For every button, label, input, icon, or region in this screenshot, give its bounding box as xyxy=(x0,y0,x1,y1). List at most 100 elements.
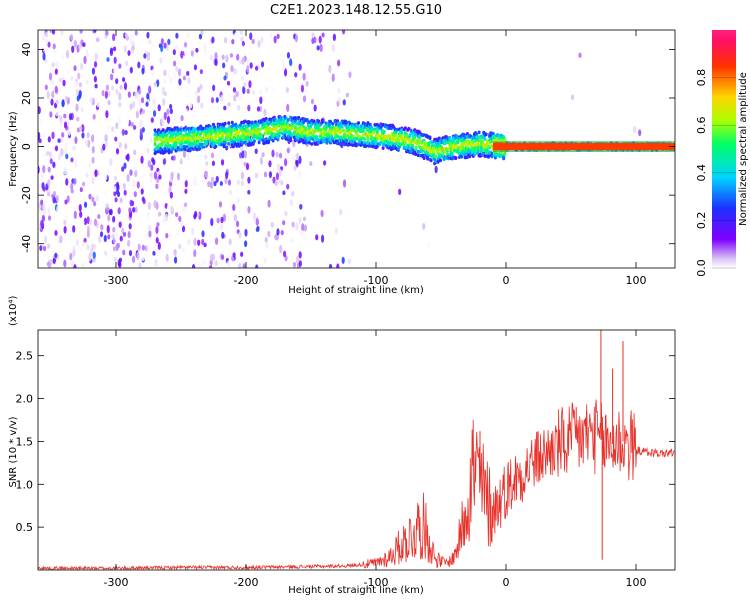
heatmap-cell xyxy=(51,131,55,140)
heatmap-signal-cell xyxy=(343,142,347,147)
heatmap-cell xyxy=(254,65,259,71)
heatmap-cell xyxy=(158,174,162,180)
heatmap-cell xyxy=(48,151,53,159)
heatmap-cell xyxy=(104,134,108,143)
heatmap-cell xyxy=(105,30,109,36)
heatmap-signal-cell xyxy=(180,143,184,148)
heatmap-cell xyxy=(398,188,402,196)
heatmap-signal-cell xyxy=(443,141,447,145)
heatmap-cell xyxy=(98,35,102,42)
heatmap-cell xyxy=(152,250,156,256)
heatmap-cell xyxy=(286,52,291,59)
heatmap-signal-cell xyxy=(293,116,297,120)
heatmap-cell xyxy=(106,225,110,234)
heatmap-cell xyxy=(638,129,642,137)
heatmap-signal-cell xyxy=(172,131,176,135)
heatmap-signal-cell xyxy=(503,152,507,156)
heatmap-cell xyxy=(229,53,234,58)
heatmap-cell xyxy=(96,144,101,151)
heatmap-cell xyxy=(117,116,121,125)
heatmap-cell xyxy=(163,78,167,85)
heatmap-signal-cell xyxy=(427,142,431,146)
heatmap-cell xyxy=(172,155,176,161)
heatmap-cell xyxy=(232,87,237,93)
heatmap-signal-cell xyxy=(204,139,208,144)
heatmap-signal-cell xyxy=(250,120,254,125)
heatmap-cell xyxy=(103,190,107,196)
heatmap-signal-cell xyxy=(490,151,494,156)
x-tick-label: 0 xyxy=(503,576,510,589)
heatmap-cell xyxy=(221,54,225,60)
heatmap-cell xyxy=(79,30,83,34)
heatmap-cell xyxy=(126,239,131,247)
heatmap-cell xyxy=(155,183,159,190)
heatmap-cell xyxy=(81,219,85,225)
heatmap-signal-cell xyxy=(403,126,407,130)
heatmap-cell xyxy=(278,168,282,177)
heatmap-signal-cell xyxy=(266,140,270,144)
heatmap-cell xyxy=(82,42,86,47)
heatmap-cell xyxy=(238,93,242,101)
heatmap-cell xyxy=(118,92,122,101)
heatmap-cell xyxy=(57,138,61,143)
heatmap-signal-cell xyxy=(352,135,356,139)
heatmap-signal-cell xyxy=(344,130,348,134)
heatmap-cell xyxy=(267,199,271,208)
heatmap-signal-cell xyxy=(379,140,383,145)
heatmap-cell xyxy=(242,263,246,268)
heatmap-cell xyxy=(118,257,123,263)
heatmap-cell xyxy=(178,243,182,249)
heatmap-cell xyxy=(65,153,69,160)
heatmap-cell xyxy=(328,64,332,74)
y-tick-label: -40 xyxy=(20,235,33,253)
heatmap-cell xyxy=(263,171,268,178)
heatmap-signal-cell xyxy=(289,115,293,120)
heatmap-cell xyxy=(298,251,302,259)
x-tick-label: -200 xyxy=(234,576,259,589)
heatmap-cell xyxy=(74,136,78,145)
heatmap-cell xyxy=(57,152,61,161)
heatmap-cell xyxy=(153,82,157,87)
heatmap-cell xyxy=(42,52,46,61)
heatmap-cell xyxy=(322,53,326,60)
heatmap-cell xyxy=(139,128,143,136)
heatmap-cell xyxy=(241,40,245,47)
heatmap-cell xyxy=(241,56,245,65)
heatmap-cell xyxy=(89,219,93,225)
heatmap-cell xyxy=(107,254,111,260)
heatmap-cell xyxy=(104,90,108,99)
heatmap-cell xyxy=(219,181,223,187)
heatmap-cell xyxy=(155,251,159,257)
heatmap-cell xyxy=(128,207,132,214)
heatmap-signal-cell xyxy=(263,140,267,145)
heatmap-cell xyxy=(123,82,128,91)
heatmap-cell xyxy=(86,244,90,251)
heatmap-cell xyxy=(293,164,297,171)
heatmap-cell xyxy=(240,76,245,81)
heatmap-cell xyxy=(78,245,82,254)
heatmap-cell xyxy=(123,162,127,169)
heatmap-signal-cell xyxy=(272,132,276,136)
heatmap-cell xyxy=(170,171,174,181)
heatmap-signal-cell xyxy=(447,141,451,145)
heatmap-cell xyxy=(295,255,300,264)
heatmap-cell xyxy=(141,67,145,75)
heatmap-cell xyxy=(240,36,244,42)
snr-x-ticks: -300 -200 -100 0 100 xyxy=(104,330,647,589)
heatmap-cell xyxy=(216,217,220,224)
heatmap-cell xyxy=(149,137,153,144)
heatmap-cell xyxy=(193,237,197,246)
heatmap-cell xyxy=(231,148,235,154)
heatmap-signal-cell xyxy=(366,135,370,140)
heatmap-cell xyxy=(197,86,201,93)
heatmap-cell xyxy=(347,258,351,265)
heatmap-cell xyxy=(70,76,74,82)
heatmap-cell xyxy=(264,236,268,243)
heatmap-cell xyxy=(163,111,167,121)
heatmap-cell xyxy=(152,110,157,117)
heatmap-signal-cell xyxy=(297,116,301,120)
heatmap-cell xyxy=(210,152,215,159)
heatmap-cell xyxy=(313,104,317,112)
heatmap-cell xyxy=(93,61,98,68)
heatmap-cell xyxy=(57,160,61,168)
